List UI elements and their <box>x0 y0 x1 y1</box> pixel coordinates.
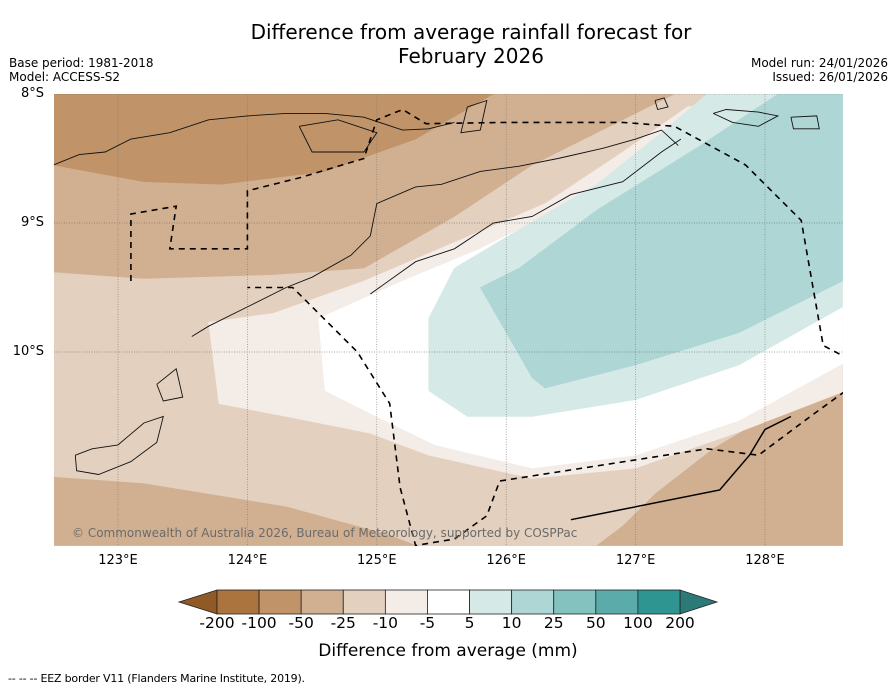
coast-timor-south <box>191 129 679 337</box>
coast-timor-north <box>54 112 455 166</box>
coast-semau <box>156 368 184 402</box>
colorbar-swatch <box>637 589 681 615</box>
colorbar-swatch <box>553 589 597 615</box>
colorbar-swatch <box>384 589 428 615</box>
colorbar-tick-label: 10 <box>501 614 522 632</box>
meta-left: Base period: 1981-2018 Model: ACCESS-S2 <box>9 56 154 84</box>
eez-solid-line <box>570 415 792 521</box>
contour-regions <box>54 94 843 546</box>
chart-title: Difference from average rainfall forecas… <box>0 20 896 68</box>
colorbar-tick-label: -50 <box>288 614 314 632</box>
colorbar-swatch <box>258 589 302 615</box>
colorbar-label: Difference from average (mm) <box>318 641 578 661</box>
colorbar-tick-label: -100 <box>241 614 277 632</box>
colorbar-swatch <box>342 589 386 615</box>
colorbar-tick-label: -200 <box>199 614 235 632</box>
region-dry-100-to-50 <box>54 94 494 185</box>
eez-footnote: -- -- -- EEZ border V11 (Flanders Marine… <box>8 672 305 685</box>
colorbar-swatch <box>469 589 513 615</box>
issued-date: Issued: 26/01/2026 <box>772 70 888 84</box>
base-period: Base period: 1981-2018 <box>9 56 154 70</box>
coast-timor-south-2 <box>370 138 682 295</box>
copyright-notice: © Commonwealth of Australia 2026, Bureau… <box>72 526 578 540</box>
colorbar-tick-label: 5 <box>464 614 475 632</box>
colorbar-tick-label: 100 <box>623 614 653 632</box>
coast-leti <box>790 115 820 130</box>
colorbar-over-arrow <box>679 589 719 615</box>
lat-label: 9°S <box>20 215 44 230</box>
colorbar-tick-label: 50 <box>585 614 606 632</box>
eez-border <box>130 108 843 546</box>
lon-label: 128°E <box>745 553 785 568</box>
colorbar-under-arrow <box>177 589 218 615</box>
lat-label: 8°S <box>20 86 44 101</box>
colorbar <box>177 589 719 615</box>
lon-label: 127°E <box>615 553 656 568</box>
model-run: Model run: 24/01/2026 <box>750 56 888 70</box>
colorbar-tick-label: -10 <box>372 614 399 632</box>
gridlines <box>54 94 843 546</box>
colorbar-swatch <box>595 589 639 615</box>
colorbar-swatch <box>216 589 260 615</box>
colorbar-swatch <box>427 589 470 615</box>
coast-wetar <box>460 99 488 134</box>
colorbar-swatch <box>300 589 344 615</box>
lon-label: 125°E <box>357 553 397 568</box>
lon-label: 124°E <box>227 553 268 568</box>
coast-island-top <box>654 97 669 111</box>
meta-right: Model run: 24/01/2026 Issued: 26/01/2026 <box>751 56 888 84</box>
eez-dashed-line <box>130 108 843 546</box>
colorbar-tick-label: -25 <box>330 614 356 632</box>
lon-label: 126°E <box>486 553 526 568</box>
title-line-1: Difference from average rainfall forecas… <box>250 20 692 44</box>
region-wet-10-to-25 <box>479 94 843 389</box>
coast-alor <box>298 119 378 153</box>
colorbar-swatch <box>511 589 555 615</box>
colorbar-tick-label: 25 <box>543 614 564 632</box>
region-dry-50-to-25-south <box>54 476 416 546</box>
model-name: Model: ACCESS-S2 <box>9 70 121 84</box>
colorbar-tick-label: -5 <box>419 614 436 632</box>
coast-rote <box>74 415 164 475</box>
colorbar-tick-label: 200 <box>665 614 695 632</box>
coast-kisar-group <box>713 109 780 127</box>
lat-label: 10°S <box>12 344 44 359</box>
lon-label: 123°E <box>98 553 138 568</box>
coastlines <box>54 97 820 475</box>
title-line-2: February 2026 <box>398 44 544 68</box>
